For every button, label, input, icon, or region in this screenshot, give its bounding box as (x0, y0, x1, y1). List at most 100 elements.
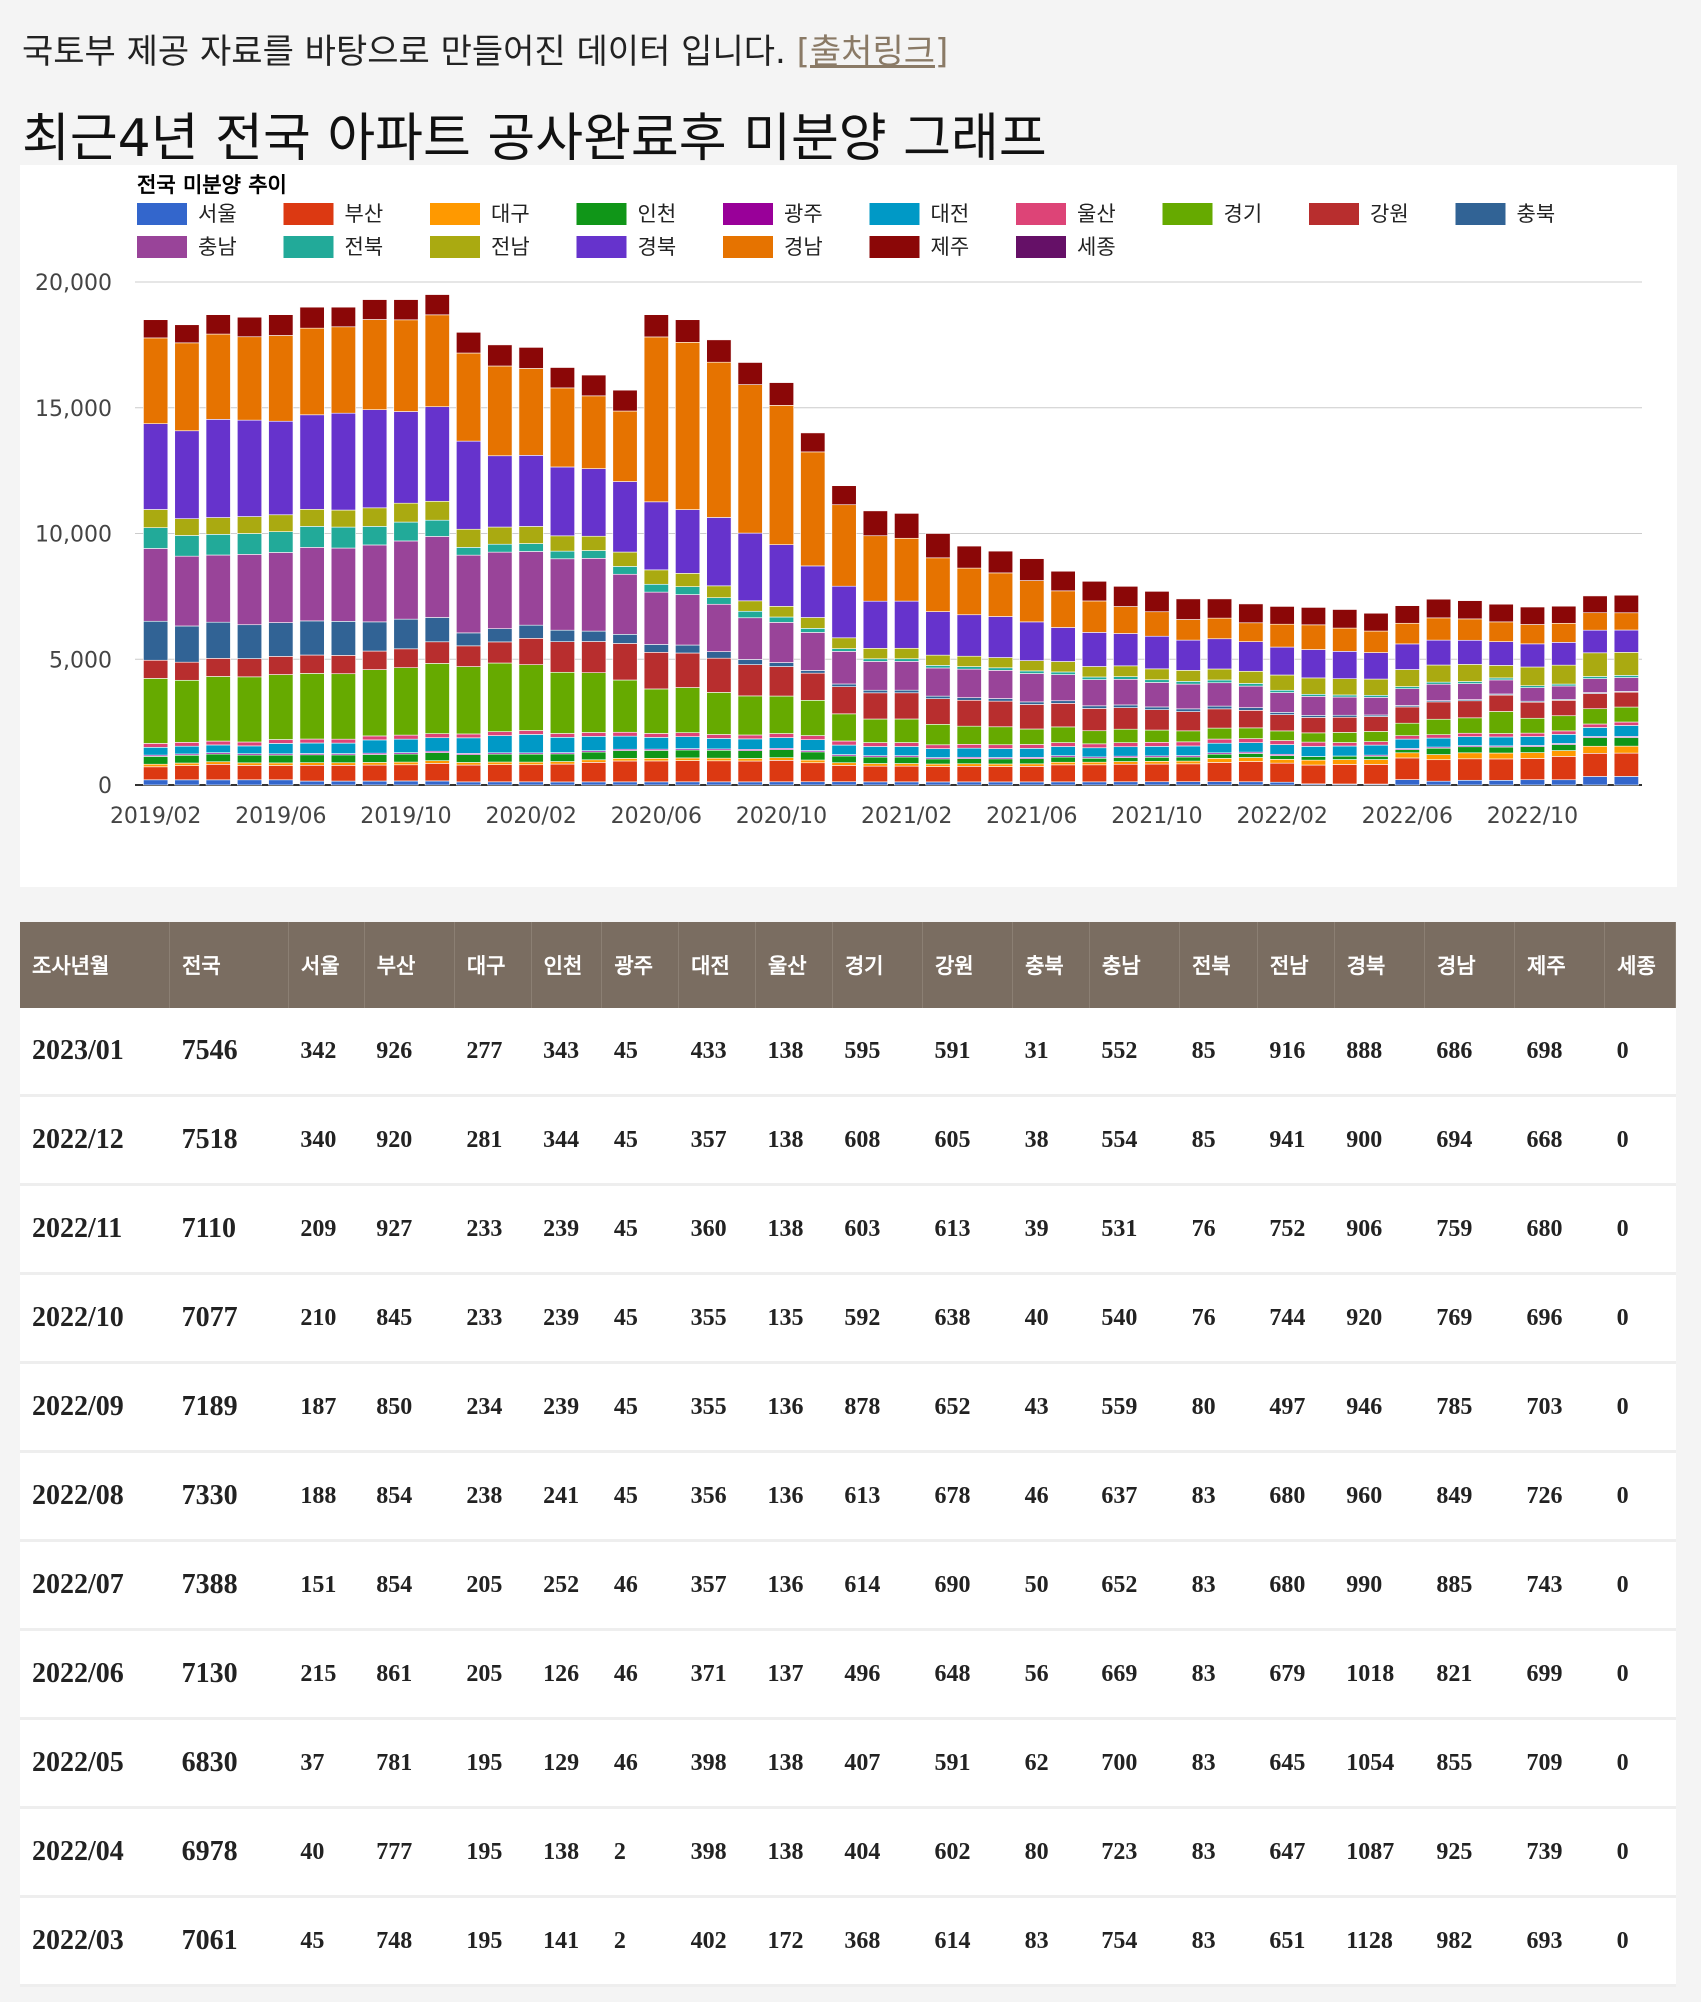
bar-segment (362, 319, 386, 409)
bar-segment (1333, 717, 1357, 732)
row-cell: 496 (832, 1630, 922, 1719)
row-cell: 238 (454, 1452, 531, 1541)
bar-segment (1113, 747, 1137, 756)
bar-segment (1333, 760, 1357, 765)
bar-segment (769, 760, 793, 781)
bar-segment (863, 719, 887, 743)
bar-segment (456, 646, 480, 667)
bar-segment (613, 411, 637, 482)
bar-segment (1489, 695, 1513, 711)
legend-label-7: 울산 (1077, 202, 1116, 226)
bar-segment (1270, 624, 1294, 647)
bar-segment (613, 782, 637, 785)
bar-segment (926, 668, 950, 696)
bar-segment (1176, 684, 1200, 709)
bar-segment (206, 658, 230, 676)
bar-segment (644, 689, 668, 733)
bar-segment (237, 517, 261, 534)
row-cell: 648 (922, 1630, 1012, 1719)
bar-segment (550, 737, 574, 752)
bar-segment (644, 652, 668, 689)
bar-segment (1520, 607, 1544, 625)
row-cell: 845 (364, 1274, 454, 1363)
bar-group-2019-03 (175, 325, 199, 785)
row-cell: 614 (832, 1541, 922, 1630)
row-cell: 46 (1013, 1452, 1090, 1541)
bar-segment (1395, 623, 1419, 644)
bar-segment (1113, 743, 1137, 747)
bar-segment (863, 782, 887, 785)
bar-group-2022-07 (1426, 599, 1450, 785)
bar-segment (1395, 707, 1419, 723)
bar-segment (456, 755, 480, 763)
bar-segment (988, 749, 1012, 758)
bar-segment (1614, 613, 1638, 630)
bar-segment (175, 766, 199, 780)
row-cell: 402 (679, 1897, 756, 1986)
bar-segment (1145, 761, 1169, 764)
bar-segment (957, 546, 981, 568)
bar-segment (425, 407, 449, 502)
bar-segment (237, 746, 261, 754)
bar-segment (926, 724, 950, 744)
bar-segment (175, 763, 199, 766)
col-header: 경북 (1334, 922, 1424, 1008)
bar-segment (550, 551, 574, 559)
bar-segment (1207, 758, 1231, 762)
bar-segment (1333, 746, 1357, 756)
bar-segment (331, 527, 355, 548)
bar-segment (675, 758, 699, 761)
bar-segment (143, 747, 167, 755)
bar-segment (1270, 741, 1294, 745)
bar-segment (300, 509, 324, 526)
row-cell: 343 (531, 1008, 602, 1096)
bar-group-2022-06 (1395, 606, 1419, 785)
bar-segment (1270, 759, 1294, 763)
row-cell: 209 (288, 1185, 364, 1274)
bar-segment (1051, 782, 1075, 785)
bar-segment (582, 631, 606, 641)
bar-segment (738, 533, 762, 601)
bar-segment (394, 649, 418, 668)
bar-segment (519, 551, 543, 625)
bar-segment (1489, 680, 1513, 694)
bar-segment (863, 693, 887, 719)
bar-segment (1176, 742, 1200, 746)
bar-segment (519, 638, 543, 664)
x-tick-label-2: 2019/10 (360, 804, 451, 829)
bar-group-2020-10 (769, 383, 793, 785)
bar-segment (1520, 667, 1544, 686)
bar-segment (331, 763, 355, 766)
bar-segment (1239, 762, 1263, 782)
bar-segment (1395, 780, 1419, 785)
bar-segment (143, 767, 167, 780)
bar-segment (644, 592, 668, 644)
bar-segment (1145, 730, 1169, 742)
row-cell: 46 (602, 1541, 679, 1630)
bar-segment (1364, 697, 1388, 715)
bar-segment (425, 761, 449, 764)
bar-segment (894, 601, 918, 648)
source-link[interactable]: [출처링크] (797, 32, 949, 72)
bar-segment (863, 536, 887, 601)
row-cell: 699 (1515, 1630, 1605, 1719)
bar-segment (1395, 723, 1419, 735)
bar-segment (1207, 739, 1231, 743)
bar-segment (1614, 678, 1638, 692)
bar-segment (1239, 782, 1263, 785)
bar-segment (237, 337, 261, 420)
bar-segment (582, 469, 606, 537)
bar-segment (707, 362, 731, 517)
bar-segment (300, 328, 324, 415)
legend-swatch-11 (137, 236, 187, 258)
row-cell: 591 (922, 1719, 1012, 1808)
bar-segment (675, 733, 699, 737)
bar-segment (206, 754, 230, 762)
source-note: 국토부 제공 자료를 바탕으로 만들어진 데이터 입니다. [출처링크] (22, 24, 948, 73)
bar-segment (582, 760, 606, 763)
row-date: 2022/08 (20, 1452, 170, 1541)
bar-segment (957, 726, 981, 744)
row-cell: 559 (1089, 1363, 1179, 1452)
